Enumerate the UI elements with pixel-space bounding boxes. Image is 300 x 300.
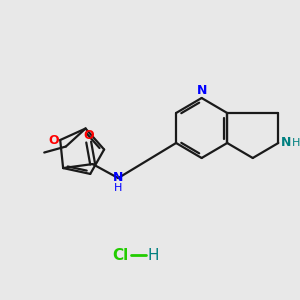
- Text: O: O: [48, 134, 58, 146]
- Text: H: H: [114, 183, 122, 193]
- Text: Cl: Cl: [112, 248, 128, 262]
- Text: N: N: [113, 171, 123, 184]
- Text: H: H: [148, 248, 159, 262]
- Text: N: N: [281, 136, 291, 149]
- Text: O: O: [83, 129, 94, 142]
- Text: N: N: [196, 83, 207, 97]
- Text: H: H: [292, 138, 300, 148]
